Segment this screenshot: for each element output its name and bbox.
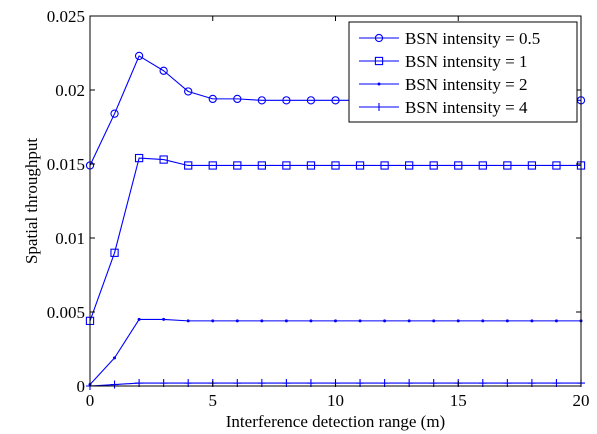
- legend: BSN intensity = 0.5 BSN intensity = 1 BSN …: [348, 21, 578, 123]
- series-3-point: [530, 319, 534, 323]
- series-3-point: [211, 319, 215, 323]
- series-3-point: [554, 319, 558, 323]
- series-1-point: [282, 96, 291, 105]
- series-2-point: [429, 161, 438, 170]
- series-3-point: [432, 319, 436, 323]
- legend-marker-1: [374, 33, 384, 43]
- series-3-point: [456, 319, 460, 323]
- series-2-point: [527, 161, 537, 170]
- series-3-point: [235, 319, 239, 323]
- series-2-point: [159, 155, 168, 164]
- series-2-point: [503, 161, 512, 170]
- series-2-point: [282, 161, 291, 170]
- series-2-point: [306, 161, 316, 170]
- legend-label-3: BSN intensity = 2: [405, 75, 527, 94]
- y-axis-label: Spatial throughput: [22, 138, 41, 264]
- x-tick-label: 5: [209, 391, 218, 410]
- series-3-point: [505, 319, 509, 323]
- x-tick-label: 15: [450, 391, 467, 410]
- series-3-point: [186, 319, 190, 323]
- series-3-point: [113, 356, 117, 360]
- series-2-point: [380, 161, 389, 170]
- series-3-point: [481, 319, 485, 323]
- y-tick-label: 0: [77, 377, 86, 396]
- y-tick-label: 0.015: [47, 155, 85, 174]
- series-2-point: [257, 161, 266, 170]
- series-1-point: [159, 66, 168, 75]
- y-tick-label: 0.005: [47, 303, 85, 322]
- legend-label-2: BSN intensity = 1: [405, 52, 527, 71]
- x-axis-label: Interference detection range (m): [226, 412, 445, 431]
- series-3-point: [137, 317, 141, 321]
- series-1-point: [306, 96, 316, 105]
- legend-marker-2: [374, 56, 384, 66]
- y-tick-label: 0.01: [55, 229, 85, 248]
- series-3-point: [260, 319, 264, 323]
- series-3-point: [309, 319, 313, 323]
- series-2-point: [134, 153, 144, 163]
- y-tick-label: 0.02: [55, 81, 85, 100]
- series-3-point: [162, 317, 166, 321]
- series-2-point: [552, 161, 561, 170]
- series-1-point: [257, 96, 266, 105]
- series-3-point: [358, 319, 362, 323]
- series-2-point: [404, 161, 414, 170]
- series-1-point: [233, 94, 242, 104]
- legend-label-4: BSN intensity = 4: [405, 98, 528, 117]
- series-2-point: [478, 161, 487, 170]
- legend-box: [348, 21, 578, 123]
- series-1-point: [134, 51, 144, 61]
- series-line-2: [89, 157, 581, 322]
- series-1-point: [110, 109, 119, 118]
- legend-marker-3: [377, 82, 381, 86]
- series-2-point: [110, 248, 119, 257]
- series-1-point: [331, 96, 340, 105]
- series-4-point: [110, 380, 119, 389]
- series-2-point: [454, 161, 463, 170]
- series-3-point: [284, 319, 288, 323]
- series-3-point: [383, 319, 387, 323]
- series-2-point: [331, 161, 340, 170]
- series-2-point: [233, 161, 242, 170]
- series-3-point: [407, 319, 411, 323]
- series-2-point: [184, 161, 193, 170]
- series-2-point: [208, 161, 217, 170]
- x-tick-label: 0: [86, 391, 95, 410]
- x-tick-label: 20: [573, 391, 590, 410]
- y-tick-label: 0.025: [47, 7, 85, 26]
- series-3-point: [334, 319, 337, 323]
- series-1-point: [208, 94, 217, 104]
- series-2-point: [355, 161, 365, 170]
- series-1-point: [184, 87, 193, 96]
- plot-axes: 0 5 10 15 20 0 0.005 0.01 0.015 0.02 0.025 Interfer…: [22, 7, 590, 431]
- legend-label-1: BSN intensity = 0.5: [405, 29, 540, 48]
- series-line-3: [89, 318, 581, 385]
- legend-marker-4: [375, 103, 383, 111]
- x-tick-label: 10: [327, 391, 344, 410]
